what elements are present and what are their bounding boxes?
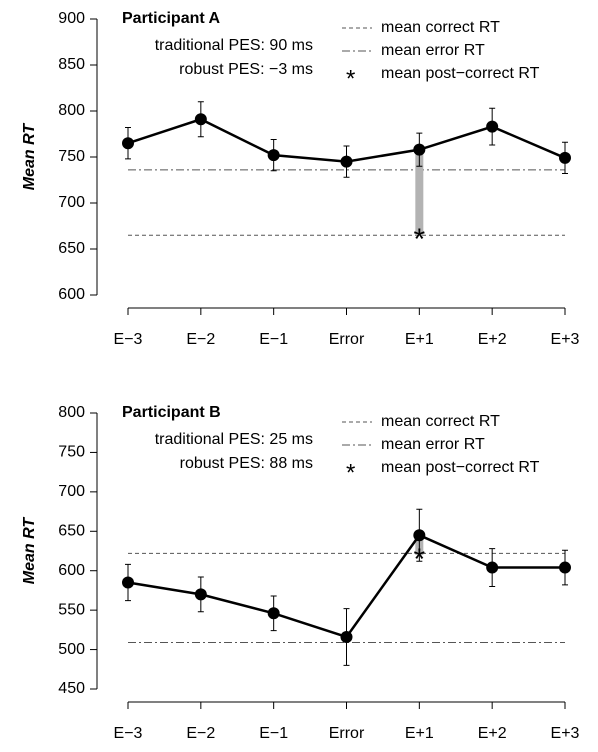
point [559,561,571,574]
x-tick-label: E−2 [186,725,215,742]
legend-label: mean correct RT [381,413,500,430]
point [559,151,571,164]
x-tick-label: Error [329,331,365,348]
point [413,143,426,156]
legend-label: mean correct RT [381,19,500,36]
y-tick-label: 650 [58,523,85,540]
x-tick-label: E+2 [478,725,507,742]
y-tick-label: 750 [58,148,85,165]
point [194,588,207,601]
panel-title: Participant A [122,10,221,27]
x-tick-label: E−3 [114,331,143,348]
legend-label: mean post−correct RT [381,459,540,476]
y-tick-label: 500 [58,641,85,658]
annotation: robust PES: −3 ms [179,61,313,78]
x-tick-label: E−1 [259,725,288,742]
pes-bar [415,149,424,236]
y-tick-label: 650 [58,240,85,257]
legend-label: mean error RT [381,42,485,59]
legend-key: * [346,65,355,92]
legend-key: * [346,459,355,486]
y-tick-label: 850 [58,56,85,73]
point [486,561,499,574]
post-correct-star: * [413,223,425,256]
y-tick-label: 700 [58,483,85,500]
point [413,529,426,542]
y-tick-label: 800 [58,102,85,119]
y-axis-label: Mean RT [21,123,38,191]
post-correct-star: * [413,543,425,576]
y-tick-label: 550 [58,601,85,618]
annotation: traditional PES: 90 ms [155,37,313,54]
x-tick-label: E+2 [478,331,507,348]
point [122,137,134,150]
y-tick-label: 900 [58,10,85,27]
y-tick-label: 600 [58,562,85,579]
x-tick-label: E+1 [405,331,434,348]
legend-label: mean post−correct RT [381,65,540,82]
point [194,113,207,126]
point [267,607,280,620]
y-tick-label: 750 [58,444,85,461]
panel-title: Participant B [122,404,221,421]
point [122,576,134,589]
point [267,149,280,162]
x-tick-label: E−3 [114,725,143,742]
y-tick-label: 700 [58,194,85,211]
y-axis-label: Mean RT [21,517,38,585]
point [486,120,499,133]
x-tick-label: E−2 [186,331,215,348]
point [340,630,353,643]
y-tick-label: 800 [58,404,85,421]
x-tick-label: E+3 [551,725,580,742]
x-tick-label: E+1 [405,725,434,742]
x-tick-label: E+3 [551,331,580,348]
x-tick-label: E−1 [259,331,288,348]
y-tick-label: 600 [58,286,85,303]
point [340,155,353,168]
x-tick-label: Error [329,725,365,742]
legend-label: mean error RT [381,436,485,453]
annotation: traditional PES: 25 ms [155,431,313,448]
y-tick-label: 450 [58,680,85,697]
annotation: robust PES: 88 ms [180,455,313,472]
